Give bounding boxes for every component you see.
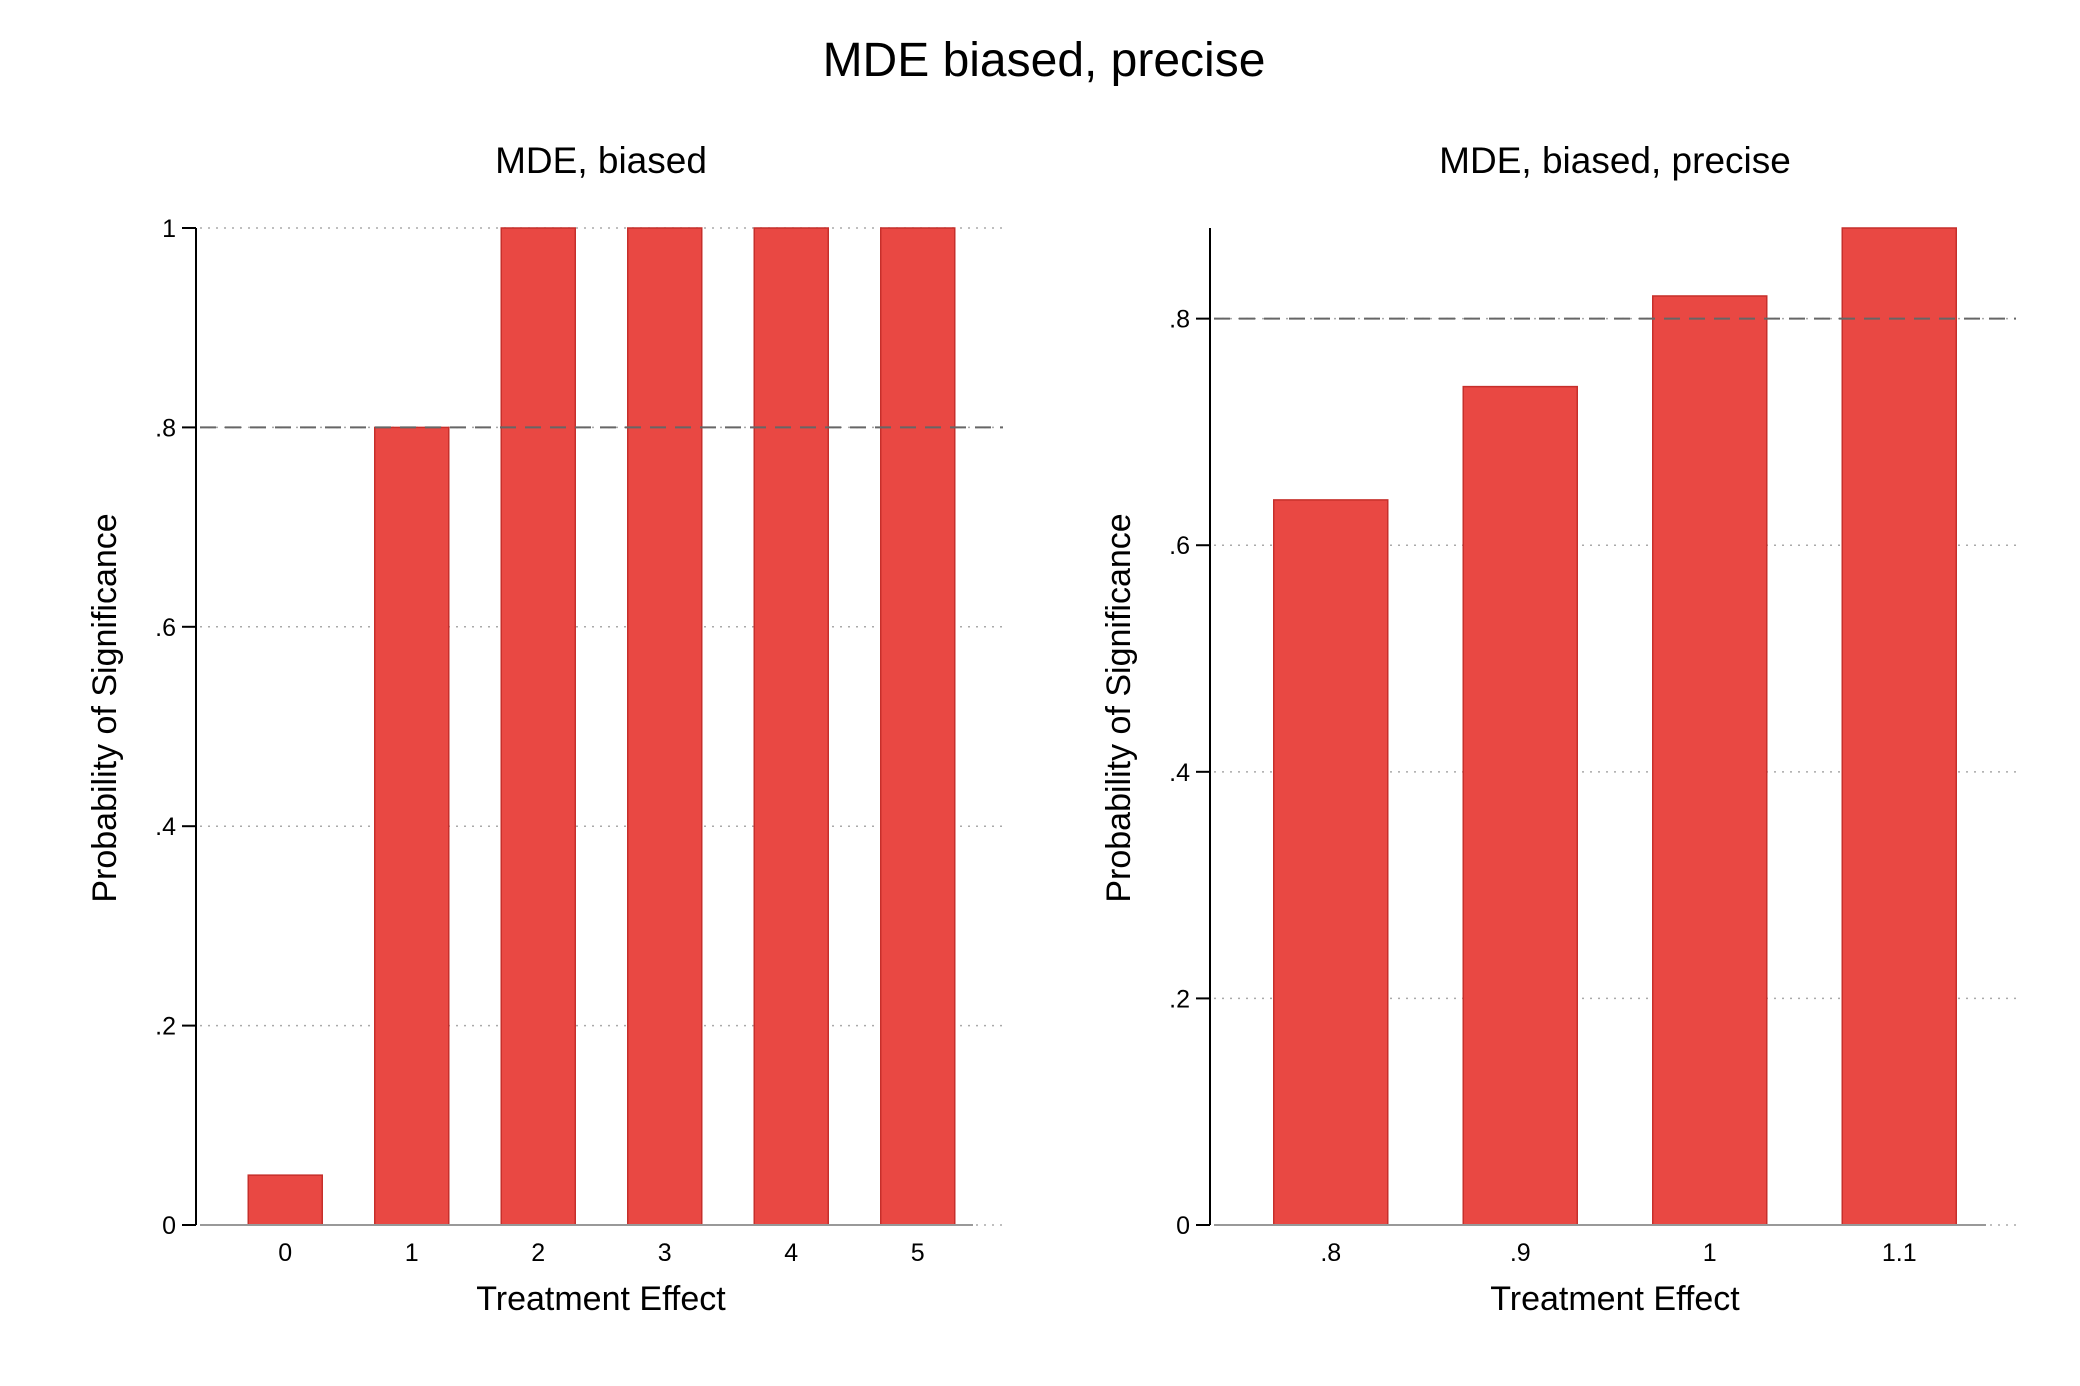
right-y-tick-label-4: .8 <box>1169 306 1190 334</box>
right-bar-2 <box>1652 295 1768 1226</box>
left-bar-0 <box>247 1174 323 1226</box>
left-x-tick-label-2: 2 <box>531 1239 545 1267</box>
left-x-tick-label-3: 3 <box>658 1239 672 1267</box>
main-title: MDE biased, precise <box>823 34 1266 87</box>
left-y-tick-label-0: 0 <box>162 1212 176 1240</box>
right-x-tick-label-2: 1 <box>1703 1239 1717 1267</box>
right-bar-0 <box>1273 499 1389 1226</box>
left-x-tick-label-4: 4 <box>784 1239 798 1267</box>
left-panel: MDE, biased Treatment Effect Probability… <box>86 140 1003 1318</box>
left-x-tick-label-0: 0 <box>278 1239 292 1267</box>
right-x-tick-label-0: .8 <box>1320 1239 1341 1267</box>
left-bar-5 <box>880 227 956 1226</box>
left-bar-3 <box>627 227 703 1226</box>
left-y-axis-label: Probability of Significance <box>86 513 124 902</box>
right-bar-3 <box>1841 227 1957 1226</box>
right-y-tick-label-0: 0 <box>1176 1212 1190 1240</box>
right-y-axis-label: Probability of Significance <box>1100 513 1138 902</box>
left-x-tick-label-1: 1 <box>405 1239 419 1267</box>
right-panel: MDE, biased, precise Treatment Effect Pr… <box>1100 140 2016 1318</box>
right-y-tick-label-2: .4 <box>1169 759 1190 787</box>
right-y-tick-label-1: .2 <box>1169 985 1190 1013</box>
right-panel-title: MDE, biased, precise <box>1439 140 1791 181</box>
left-x-tick-label-5: 5 <box>911 1239 925 1267</box>
left-bar-4 <box>753 227 829 1226</box>
right-bar-1 <box>1462 385 1578 1226</box>
right-y-tick-label-3: .6 <box>1169 532 1190 560</box>
right-x-tick-label-3: 1.1 <box>1882 1239 1917 1267</box>
left-x-axis-label: Treatment Effect <box>476 1280 726 1318</box>
left-y-tick-label-1: .2 <box>155 1013 176 1041</box>
left-y-tick-label-3: .6 <box>155 614 176 642</box>
left-bar-1 <box>374 426 450 1226</box>
left-y-tick-label-5: 1 <box>162 215 176 243</box>
right-x-axis-label: Treatment Effect <box>1490 1280 1740 1318</box>
left-panel-title: MDE, biased <box>495 140 707 181</box>
right-x-tick-label-1: .9 <box>1510 1239 1531 1267</box>
left-bar-2 <box>500 227 576 1226</box>
left-y-tick-label-4: .8 <box>155 414 176 442</box>
left-y-tick-label-2: .4 <box>155 813 176 841</box>
